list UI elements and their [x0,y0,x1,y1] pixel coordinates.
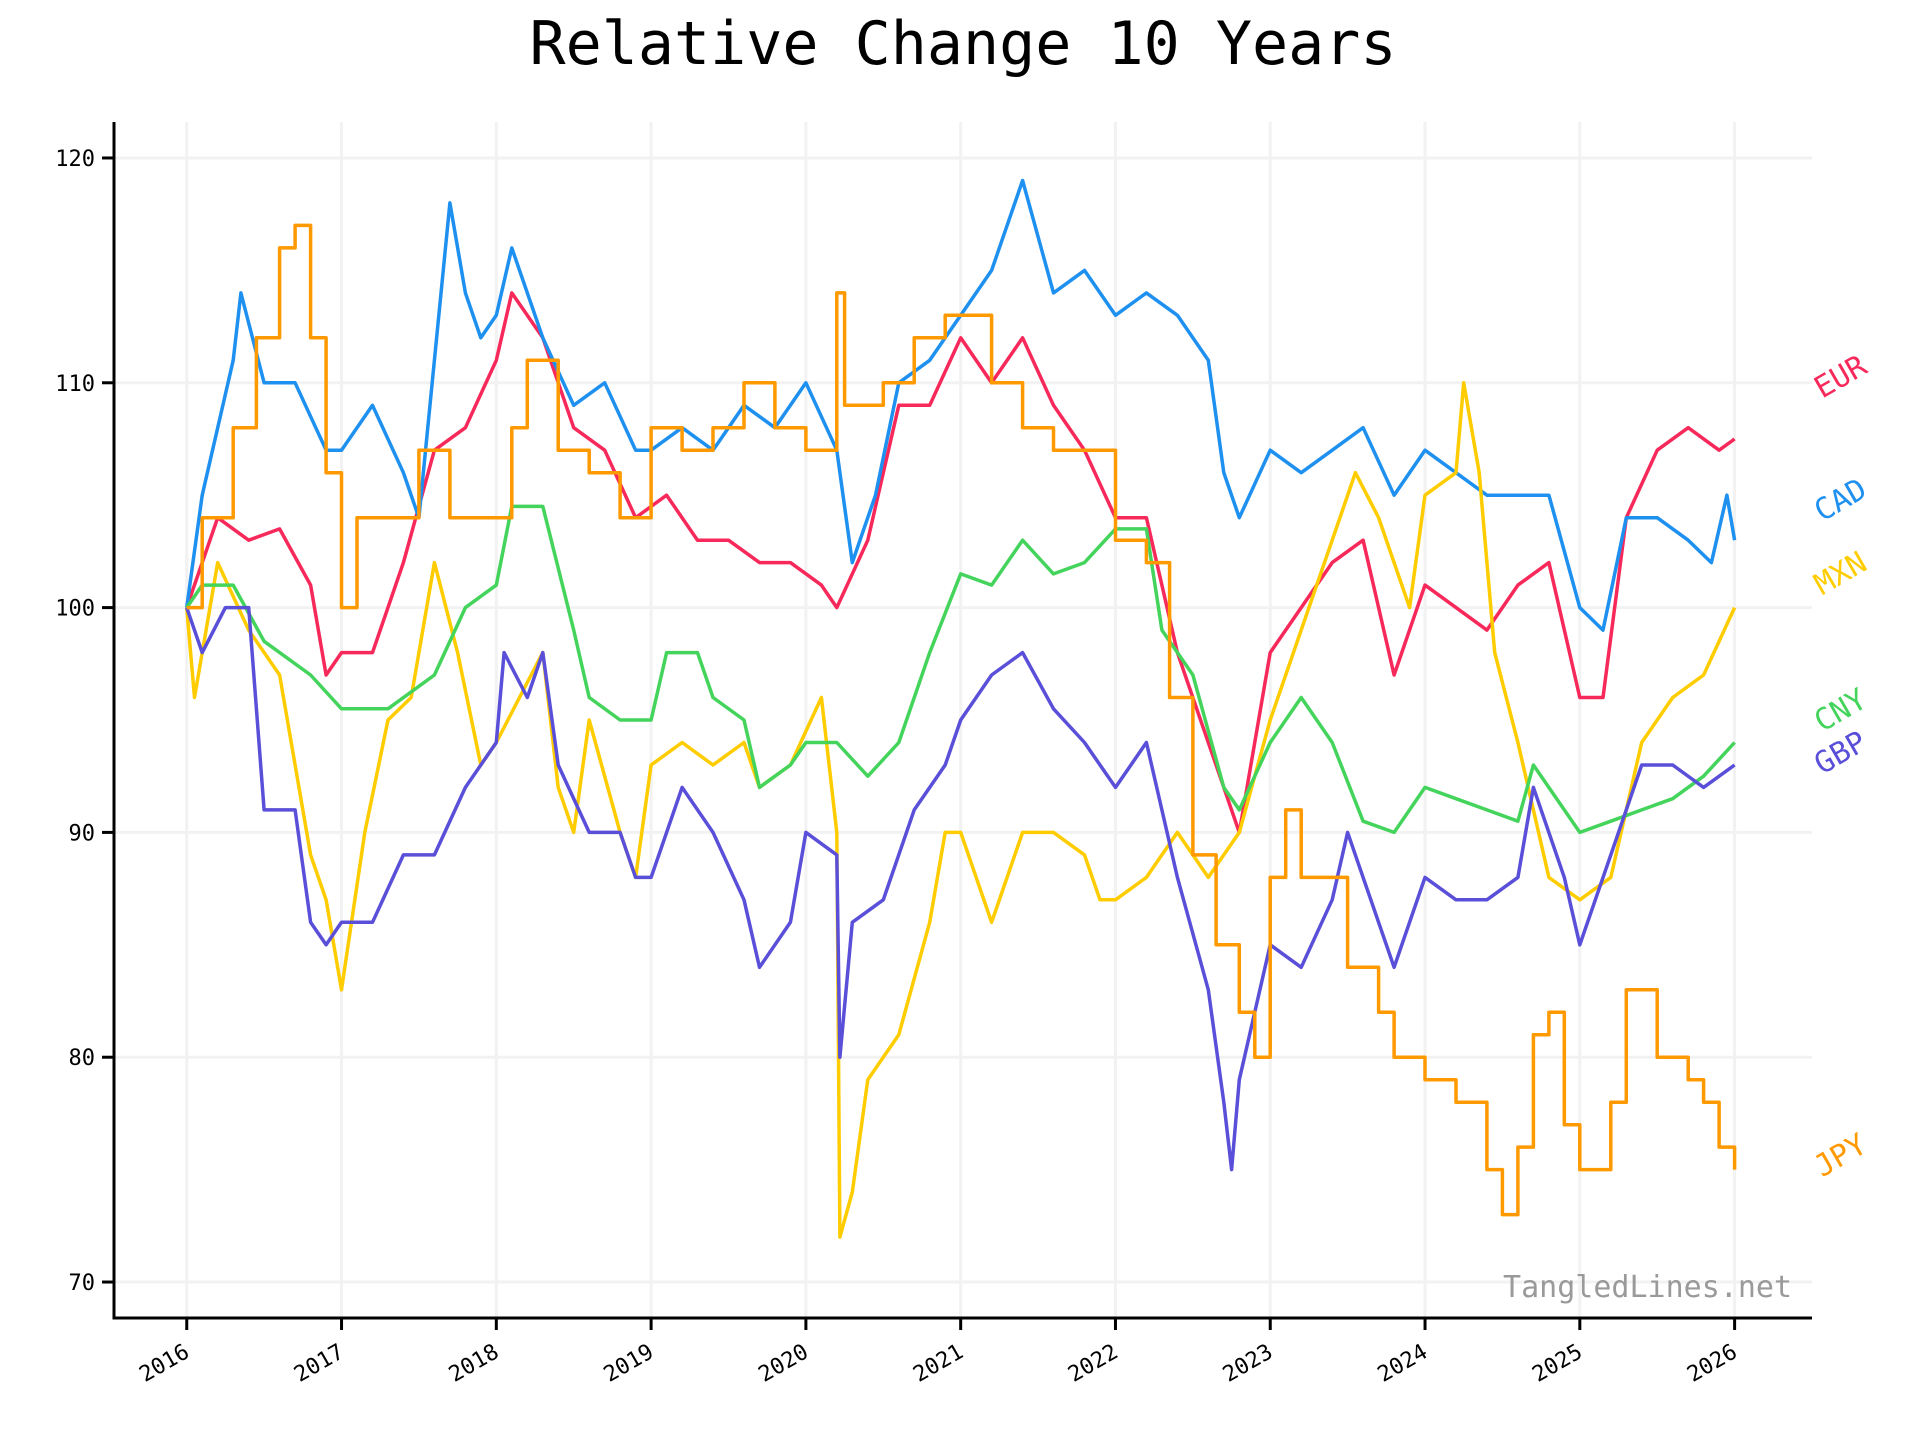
x-tick-label: 2016 [135,1340,193,1388]
chart-title: Relative Change 10 Years [530,9,1397,79]
x-tick-label: 2018 [445,1340,503,1388]
series-line-mxn [184,381,1737,1239]
y-tick-label: 100 [55,597,95,622]
series-line-jpy [186,223,1737,1217]
series-label-jpy: JPY [1809,1127,1873,1184]
x-tick-label: 2024 [1374,1340,1432,1388]
x-tick-label: 2020 [755,1340,813,1388]
series-line-gbp [185,605,1736,1172]
axes: 2016 2017 2018 2019 2020 2021 2022 2023 2024 2025… [55,122,1812,1388]
y-tick-label: 110 [55,372,95,397]
watermark: TangledLines.net [1503,1270,1792,1305]
x-tick-label: 2025 [1528,1340,1586,1388]
series-line-cny [185,504,1736,835]
series-label-gbp: GBP [1809,724,1873,781]
x-tick-label: 2026 [1683,1340,1741,1388]
series-label-eur: EUR [1809,348,1874,406]
series-label-mxn: MXN [1809,545,1873,602]
series-label-cny: CNY [1809,682,1873,739]
grid [114,122,1812,1318]
x-tick-label: 2017 [290,1340,348,1388]
x-tick-label: 2022 [1064,1340,1122,1388]
y-tick-label: 70 [69,1271,96,1296]
x-tick-label: 2023 [1219,1340,1277,1388]
series-label-cad: CAD [1809,472,1873,529]
y-tick-label: 90 [69,821,96,846]
series-lines [184,178,1737,1239]
x-tick-label: 2019 [600,1340,658,1388]
y-tick-label: 120 [55,147,95,172]
y-tick-label: 80 [69,1046,96,1071]
x-tick-label: 2021 [909,1340,967,1388]
